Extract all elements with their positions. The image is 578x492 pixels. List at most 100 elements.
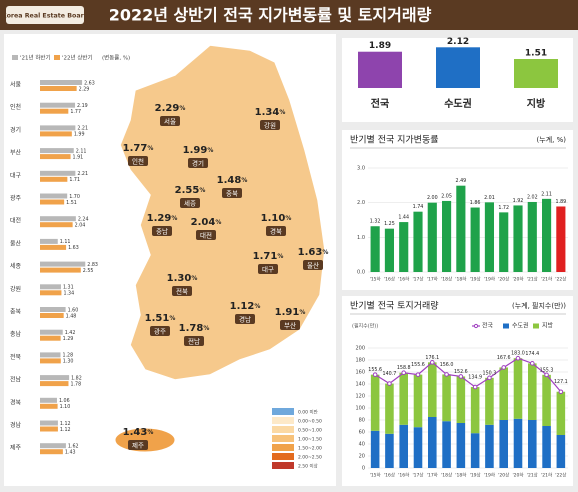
legend-swatch xyxy=(503,323,509,329)
region-value: 1.42 xyxy=(65,330,76,336)
region-bar xyxy=(40,261,86,267)
volume-title: 반기별 전국 토지거래량 xyxy=(350,300,439,312)
region-name: 세종 xyxy=(10,262,22,270)
total-value: 155.6 xyxy=(411,362,425,368)
region-value: 1.91 xyxy=(73,154,84,160)
map-tag xyxy=(180,198,200,208)
map-name: 경북 xyxy=(270,227,282,236)
legend-label: 전국 xyxy=(482,322,494,330)
stack-bar xyxy=(385,383,394,434)
map-tag xyxy=(266,226,286,236)
map-unit: % xyxy=(277,253,283,260)
map-unit: % xyxy=(254,303,260,310)
bar-value: 2.00 xyxy=(427,195,438,201)
x-tick-label: '20하 xyxy=(512,276,524,283)
x-tick-label: '16상 xyxy=(384,472,395,479)
region-bar xyxy=(40,358,61,364)
map-value: 2.55% xyxy=(175,185,206,196)
stack-bar xyxy=(428,417,437,468)
stack-bar xyxy=(442,421,451,468)
summary-value: 2.12 xyxy=(447,37,469,47)
stack-bar xyxy=(528,363,537,420)
bar-value: 2.11 xyxy=(541,191,552,197)
region-bar xyxy=(40,80,83,85)
map-unit: % xyxy=(215,219,221,226)
map-name: 세종 xyxy=(184,199,196,208)
region-value: 2.19 xyxy=(77,103,88,109)
summary-label: 수도권 xyxy=(444,98,472,110)
x-tick-label: '18상 xyxy=(441,472,452,479)
stack-bar xyxy=(542,426,551,468)
map-name: 경남 xyxy=(239,315,251,324)
map-value: 1.43% xyxy=(123,427,154,438)
region-value: 1.82 xyxy=(71,375,82,381)
map-name: 충남 xyxy=(156,227,168,236)
legend-label: '22년 상반기 xyxy=(62,54,93,62)
region-value: 2.04 xyxy=(75,223,86,229)
region-name: 충남 xyxy=(10,330,22,338)
total-dot xyxy=(429,360,435,365)
map-tag xyxy=(196,230,216,240)
map-tag xyxy=(222,188,242,198)
y-tick-label: 120 xyxy=(355,394,365,400)
total-value: 183.0 xyxy=(511,351,525,357)
map-tag xyxy=(260,120,280,130)
region-bar xyxy=(40,381,69,387)
bar xyxy=(527,201,537,272)
total-dot xyxy=(515,355,521,361)
total-dot xyxy=(501,365,507,370)
x-tick-label: '18상 xyxy=(441,276,452,283)
legend-dot xyxy=(473,323,479,329)
total-dot xyxy=(472,384,478,390)
total-value: 174.4 xyxy=(525,351,539,357)
region-bar xyxy=(40,238,58,244)
y-tick-label: 0 xyxy=(362,466,365,472)
map-value: 1.48% xyxy=(217,175,248,186)
region-value: 2.11 xyxy=(76,148,87,154)
region-value: 1.48 xyxy=(66,313,77,319)
bar xyxy=(427,202,437,272)
stack-bar xyxy=(542,374,551,426)
stack-bar xyxy=(499,367,508,420)
map-unit: % xyxy=(207,147,213,154)
volume-unit: (누계, 필지수(만)) xyxy=(512,301,566,310)
logo-box xyxy=(6,6,84,24)
map-unit: % xyxy=(147,429,153,436)
x-tick-label: '15하 xyxy=(370,276,382,283)
stack-bar xyxy=(385,433,394,468)
region-bar xyxy=(40,267,81,273)
bar xyxy=(442,200,452,272)
region-value: 1.06 xyxy=(59,398,70,404)
total-dot xyxy=(558,389,564,395)
bar-value: 1.89 xyxy=(556,199,567,205)
region-bar xyxy=(40,284,61,290)
map-name: 부산 xyxy=(284,321,296,330)
total-dot xyxy=(415,372,421,377)
stack-bar xyxy=(413,374,423,428)
bar xyxy=(556,206,566,272)
bar xyxy=(399,222,409,272)
x-tick-label: '18하 xyxy=(455,472,467,479)
region-value: 1.12 xyxy=(60,421,71,427)
region-value: 1.10 xyxy=(60,404,71,410)
total-dot xyxy=(487,375,492,381)
region-value: 1.11 xyxy=(60,239,71,245)
map-name: 대구 xyxy=(262,266,274,274)
map-tag xyxy=(280,320,300,330)
x-tick-label: '19상 xyxy=(470,472,481,479)
map-value: 1.30% xyxy=(167,273,198,284)
map-legend-swatch xyxy=(272,453,294,460)
stack-bar xyxy=(456,376,466,423)
region-name: 제주 xyxy=(10,444,22,452)
x-tick-label: '17하 xyxy=(427,276,439,283)
region-value: 1.62 xyxy=(68,444,79,450)
region-value: 1.99 xyxy=(74,132,85,138)
map-legend-label: 0.50~1.00 xyxy=(298,427,322,433)
region-name: 부산 xyxy=(10,149,22,157)
map-tag xyxy=(128,156,148,166)
x-tick-label: '21상 xyxy=(527,276,538,283)
stack-bar xyxy=(556,435,566,468)
region-bar xyxy=(40,397,57,403)
region-bar xyxy=(40,426,58,432)
